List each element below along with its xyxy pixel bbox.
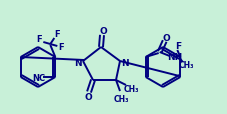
Text: O: O [84, 93, 91, 102]
Text: CH₃: CH₃ [178, 60, 194, 69]
Text: O: O [99, 26, 106, 35]
Text: F: F [175, 41, 181, 50]
Text: NH: NH [166, 53, 182, 62]
Text: F: F [54, 29, 60, 38]
Text: CH₃: CH₃ [113, 95, 128, 104]
Text: N: N [121, 58, 128, 67]
Text: F: F [36, 34, 42, 43]
Text: N: N [74, 58, 81, 67]
Text: O: O [162, 33, 170, 42]
Text: NC: NC [32, 73, 45, 82]
Text: F: F [58, 42, 64, 51]
Text: CH₃: CH₃ [123, 84, 138, 93]
